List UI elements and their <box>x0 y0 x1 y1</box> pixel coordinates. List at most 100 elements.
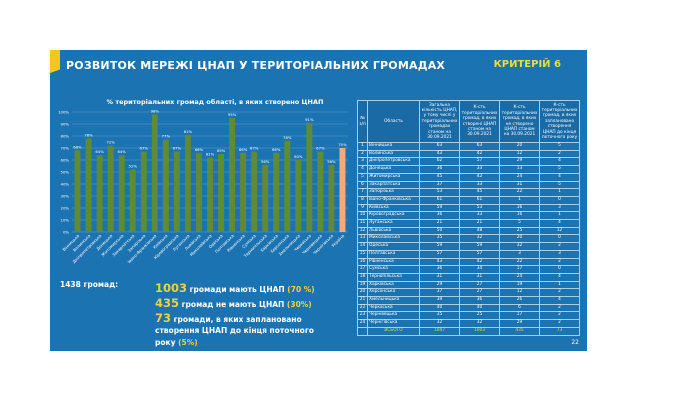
table-cell: 0 <box>539 195 580 205</box>
table-cell: Запорізька <box>367 188 420 197</box>
data-label: 56% <box>261 159 270 164</box>
summary-not-text: громад не мають ЦНАП <box>179 300 287 309</box>
bar <box>85 138 92 232</box>
table-row: 6 Закарпатська 37 33 31 5 <box>357 180 580 190</box>
table-cell: 2 <box>539 311 580 321</box>
table-row: 7 Запорізька 53 45 22 1 <box>357 188 580 197</box>
slide: РОЗВИТОК МЕРЕЖІ ЦНАП У ТЕРИТОРІАЛЬНИХ ГР… <box>50 50 587 351</box>
table-cell: 2 <box>539 149 580 159</box>
bar <box>107 145 114 232</box>
table-cell: 39 <box>419 296 460 305</box>
table-cell: Донецька <box>367 165 420 174</box>
bar <box>284 140 291 232</box>
table-cell: 4 <box>539 272 580 282</box>
table-cell: Кіровоградська <box>367 211 420 221</box>
bar <box>328 164 335 232</box>
table-row: 19 Харківська 29 27 19 1 <box>357 280 580 290</box>
table-cell: 27 <box>459 280 500 290</box>
table-cell: 12 <box>357 226 368 236</box>
table-cell: 14 <box>357 242 368 251</box>
table-cell: Івано-Франківська <box>367 195 420 205</box>
table-cell: 17 <box>357 265 368 274</box>
table-row: 18 Тернопільська 31 31 24 4 <box>357 272 580 282</box>
summary-has-count: 1003 <box>155 281 188 295</box>
page-title: РОЗВИТОК МЕРЕЖІ ЦНАП У ТЕРИТОРІАЛЬНИХ ГР… <box>66 59 446 72</box>
table-cell: 17 <box>499 311 540 321</box>
summary-not-pct: (30%) <box>286 300 312 309</box>
table-cell: Полтавська <box>367 249 420 259</box>
y-tick-label: 80% <box>61 134 70 139</box>
bar <box>118 155 125 232</box>
data-label: 62% <box>206 152 215 157</box>
table-cell: 61 <box>459 195 500 205</box>
table-cell: Київська <box>367 203 420 213</box>
data-label: 81% <box>184 129 193 134</box>
table-cell: 0 <box>539 234 580 244</box>
table-cell: 2 <box>539 303 580 313</box>
data-label: 67% <box>250 146 259 151</box>
table-cell: 36 <box>419 265 460 274</box>
table-cell: 33 <box>459 211 500 221</box>
table-cell: 4 <box>539 172 580 182</box>
summary-not-count: 435 <box>155 296 180 310</box>
bar <box>140 151 147 232</box>
column-header: К-сть територіальних громад, в яких запл… <box>539 100 580 143</box>
table-cell: 42 <box>459 257 500 267</box>
data-label: 64% <box>117 149 126 154</box>
table-cell: 42 <box>459 172 500 182</box>
table-cell: 62 <box>419 157 460 167</box>
table-row: 23 Чернівецька 35 25 17 2 <box>357 311 580 321</box>
table-cell: 17 <box>499 265 540 274</box>
table-cell: 12 <box>499 149 540 159</box>
table-cell: 3 <box>539 203 580 213</box>
table-cell: 1 <box>357 142 368 151</box>
data-label: 66% <box>195 147 204 152</box>
table-cell: 2 <box>539 319 580 328</box>
table-cell: 35 <box>419 311 460 321</box>
bar-chart: 0%10%20%30%40%50%60%70%80%90%100%68%Вінн… <box>58 108 348 264</box>
table-cell: 50 <box>419 226 460 236</box>
table-cell: 5 <box>539 142 580 151</box>
table-cell: 23 <box>357 311 368 321</box>
data-label: 98% <box>151 108 160 113</box>
table-cell: Миколаївська <box>367 234 420 244</box>
table-cell: 53 <box>459 203 500 213</box>
table-cell: 435 <box>499 326 540 336</box>
table-cell: 37 <box>419 180 460 190</box>
data-label: 60% <box>294 154 303 159</box>
y-tick-label: 20% <box>61 206 70 211</box>
table-cell: 32 <box>419 319 460 328</box>
table-cell: 36 <box>419 165 460 174</box>
table-row: 20 Херсонська 37 27 12 2 <box>357 288 580 298</box>
table-cell: 25 <box>499 226 540 236</box>
table-cell: 6 <box>499 303 540 313</box>
data-label: 66% <box>239 147 248 152</box>
table-cell: 1003 <box>459 326 500 336</box>
table-cell: 29 <box>499 319 540 328</box>
table-cell: 59 <box>419 203 460 213</box>
data-label: 56% <box>327 159 336 164</box>
chart-title: % територіальних громад області, в яких … <box>106 98 324 106</box>
summary-planned-count: 73 <box>155 311 172 325</box>
bar <box>240 152 247 232</box>
table-cell: 18 <box>357 272 368 282</box>
column-header: Загальна кількість ЦНАП, у тому числі у … <box>419 100 460 143</box>
criterion-label: КРИТЕРІЙ 6 <box>493 59 561 70</box>
table-row: 17 Сумська 36 34 17 0 <box>357 265 580 274</box>
table-cell: 63 <box>459 142 500 151</box>
summary-planned-text: громади, в яких заплановано <box>171 315 302 324</box>
table-cell: Хмельницька <box>367 296 420 305</box>
y-tick-label: 70% <box>61 146 70 151</box>
bar <box>262 164 269 232</box>
table-cell: 36 <box>419 211 460 221</box>
table-cell: 25 <box>459 311 500 321</box>
table-cell: 5 <box>539 180 580 190</box>
table-cell: 24 <box>357 319 368 328</box>
table-cell: 2 <box>539 242 580 251</box>
table-cell: 42 <box>459 149 500 159</box>
summary-planned-text-2: створення ЦНАП до кінця поточного <box>155 326 314 335</box>
table-row: 16 Рівненська 43 42 22 2 <box>357 257 580 267</box>
table-cell: 16 <box>499 211 540 221</box>
regions-table: № з/п Область Загальна кількість ЦНАП, у т… <box>357 100 580 336</box>
table-cell: Чернівецька <box>367 311 420 321</box>
